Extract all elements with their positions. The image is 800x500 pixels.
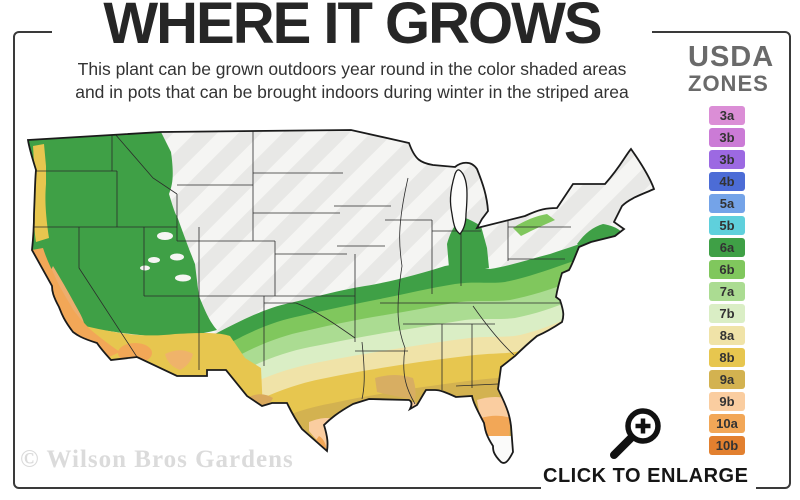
map-west-white-pockets: [140, 232, 191, 282]
zone-chip-8a: 8a: [709, 325, 745, 345]
us-outline: [26, 129, 656, 464]
subtitle-line-2: and in pots that can be brought indoors …: [75, 82, 629, 103]
zone-chip-8b: 8b: [709, 347, 745, 367]
map-region-florida-10a: [481, 415, 511, 441]
zone-chip-5a: 5a: [709, 193, 745, 213]
magnifier-zoom-icon[interactable]: [606, 404, 668, 466]
zone-chip-7b: 7b: [709, 303, 745, 323]
click-to-enlarge-button[interactable]: CLICK TO ENLARGE: [541, 465, 757, 492]
subtitle: This plant can be grown outdoors year ro…: [52, 58, 652, 105]
map-region-california-coast: [32, 248, 120, 357]
legend-title-zones: ZONES: [688, 71, 769, 97]
zone-chip-9b: 9b: [709, 391, 745, 411]
lake-michigan: [449, 169, 468, 235]
us-map-svg: [26, 129, 656, 464]
map-region-lakes-shore-green: [513, 214, 555, 236]
legend-title-usda: USDA: [688, 41, 775, 73]
zone-chip-9a: 9a: [709, 369, 745, 389]
watermark: © Wilson Bros Gardens: [20, 446, 294, 473]
zone-chip-10a: 10a: [709, 413, 745, 433]
page-title: WHERE IT GROWS: [52, 0, 652, 55]
map-region-pacific-coast-strip: [33, 144, 49, 242]
zone-chip-5b: 5b: [709, 215, 745, 235]
subtitle-line-1: This plant can be grown outdoors year ro…: [77, 59, 627, 79]
zone-chip-6a: 6a: [709, 237, 745, 257]
zone-chip-10b: 10b: [709, 435, 745, 455]
us-zone-map: [25, 112, 665, 480]
map-region-florida-tip-white: [487, 436, 513, 463]
zone-chip-3b: 3b: [709, 149, 745, 169]
zone-chip-6b: 6b: [709, 259, 745, 279]
zone-chip-3b: 3b: [709, 127, 745, 147]
zone-chip-3a: 3a: [709, 105, 745, 125]
map-region-west-green: [28, 132, 217, 337]
map-fill-layers: [28, 130, 654, 463]
zone-chip-4b: 4b: [709, 171, 745, 191]
map-region-colorado-river-orange: [118, 343, 152, 363]
map-region-arizona-orange: [165, 350, 193, 370]
usda-zones-legend: USDA ZONES 3a 3b 3b 4b 5a 5b 6a 6b 7a 7b 8a 8b 9a 9b 1…: [688, 41, 775, 458]
zone-chip-list: 3a 3b 3b 4b 5a 5b 6a 6b 7a 7b 8a 8b 9a 9b 10a 10b: [688, 105, 766, 455]
state-boundaries: [34, 130, 571, 405]
map-region-central-valley: [49, 266, 85, 328]
zone-chip-7a: 7a: [709, 281, 745, 301]
